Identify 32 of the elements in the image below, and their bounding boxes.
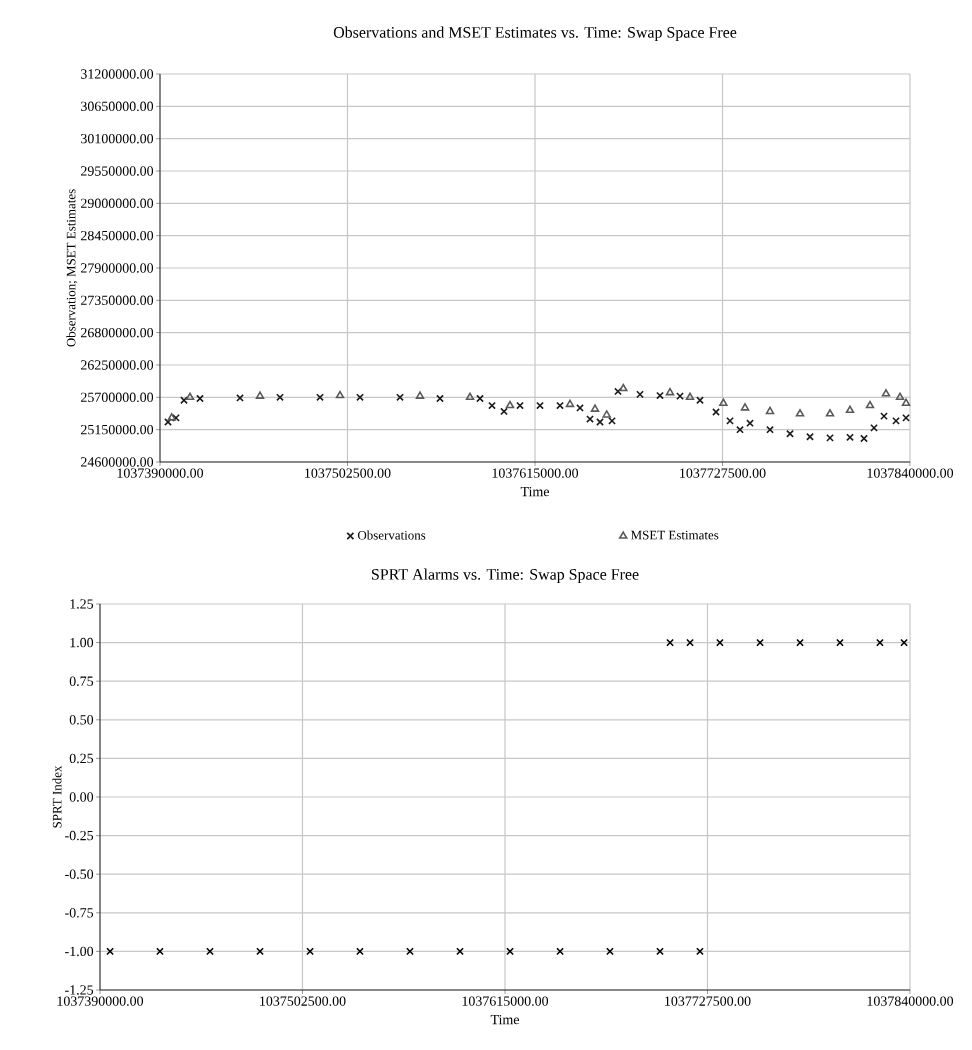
point xyxy=(576,404,584,412)
point xyxy=(167,413,176,421)
point xyxy=(676,392,684,401)
point xyxy=(602,410,611,418)
point xyxy=(505,400,515,409)
point xyxy=(685,392,695,401)
point xyxy=(172,414,180,422)
point xyxy=(825,409,835,417)
point xyxy=(590,404,600,412)
point xyxy=(865,400,875,409)
point xyxy=(870,424,878,432)
point xyxy=(880,412,888,421)
point xyxy=(665,387,675,396)
point xyxy=(795,409,805,417)
point xyxy=(565,399,575,408)
point xyxy=(415,391,425,399)
point xyxy=(895,392,905,401)
point xyxy=(740,403,750,411)
point xyxy=(881,389,891,397)
point xyxy=(185,392,195,401)
point xyxy=(619,383,628,392)
point xyxy=(901,398,911,406)
point xyxy=(719,398,728,406)
point xyxy=(465,392,475,401)
point xyxy=(765,406,775,415)
point xyxy=(845,405,855,414)
point xyxy=(255,391,265,399)
point xyxy=(712,408,720,416)
point xyxy=(164,418,172,426)
point xyxy=(335,390,345,399)
point xyxy=(826,433,834,442)
point xyxy=(236,394,244,402)
